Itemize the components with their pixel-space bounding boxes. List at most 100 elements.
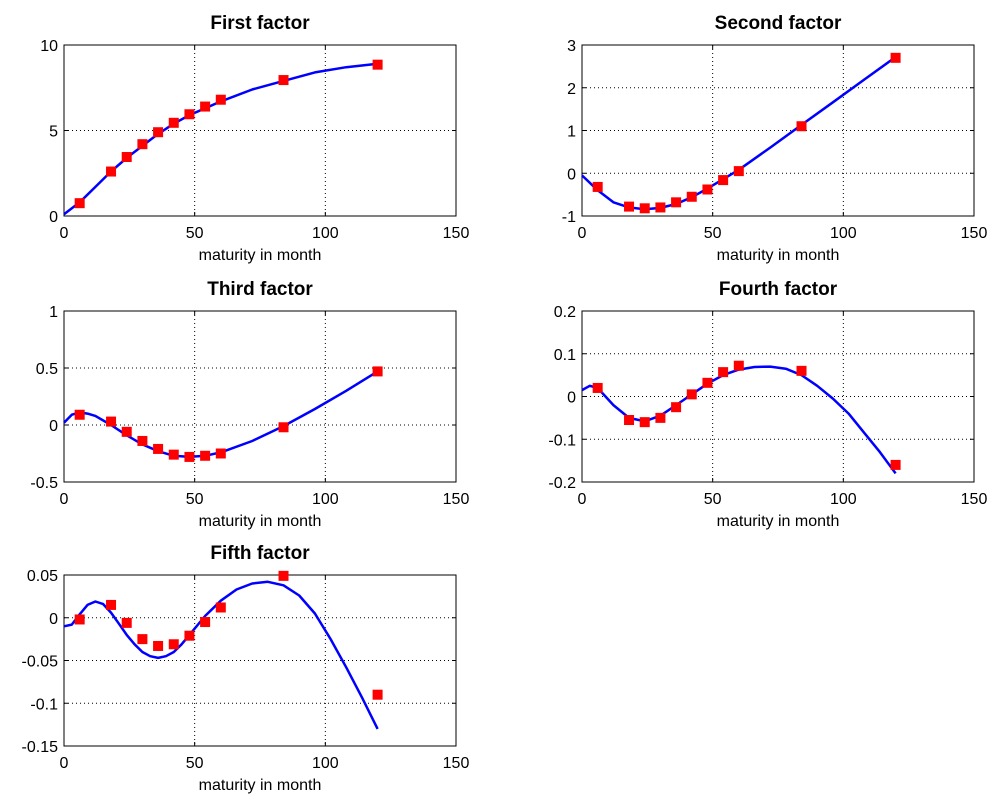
data-point — [153, 640, 164, 651]
chart-title: Fifth factor — [210, 543, 310, 564]
data-point — [74, 614, 85, 625]
y-tick-label: 0 — [49, 209, 58, 226]
y-tick-label: -0.1 — [30, 696, 58, 713]
subplot-1: 0 50 100 150 0 5 10 First factor maturity in mon… — [40, 13, 469, 264]
y-tick-label: 0.05 — [27, 568, 58, 585]
data-point — [184, 109, 195, 120]
data-point — [702, 184, 713, 195]
x-tick-label: 100 — [830, 225, 857, 242]
x-tick-label: 50 — [186, 225, 204, 242]
y-tick-label: -0.15 — [22, 739, 59, 756]
y-tick-label: 0 — [567, 390, 576, 407]
data-point — [686, 191, 697, 202]
x-axis-label: maturity in month — [717, 247, 840, 264]
fitted-curve — [63, 62, 378, 216]
y-tick-label: 0.1 — [554, 347, 576, 364]
data-point — [372, 689, 383, 700]
subplot-4: 0 50 100 150 -0.2 -0.1 0 0.1 0.2 Fourth factor mat… — [548, 279, 987, 530]
y-tick-label: 5 — [49, 124, 58, 141]
x-tick-label: 50 — [186, 755, 204, 772]
x-tick-label: 0 — [60, 225, 69, 242]
fitted-curve — [581, 55, 897, 211]
fitted-curve — [63, 580, 379, 730]
data-point — [890, 52, 901, 63]
data-point — [106, 166, 117, 177]
data-point — [592, 181, 603, 192]
data-point — [733, 360, 744, 371]
data-point — [137, 634, 148, 645]
data-point — [121, 617, 132, 628]
y-tick-label: 2 — [567, 81, 576, 98]
y-tick-label: 3 — [567, 38, 576, 55]
data-point — [121, 426, 132, 437]
y-tick-label: 0.5 — [36, 361, 58, 378]
chart-title: Second factor — [715, 13, 842, 34]
data-point — [733, 166, 744, 177]
x-tick-label: 150 — [443, 755, 470, 772]
data-point — [200, 101, 211, 112]
data-point — [278, 570, 289, 581]
data-point — [639, 203, 650, 214]
data-point — [372, 366, 383, 377]
y-tick-label: 0 — [49, 611, 58, 628]
y-tick-label: 0.2 — [554, 304, 576, 321]
data-point — [168, 639, 179, 650]
data-point — [215, 448, 226, 459]
x-tick-label: 0 — [578, 225, 587, 242]
data-point — [702, 377, 713, 388]
subplot-5: 0 50 100 150 -0.15 -0.1 -0.05 0 0.05 Fifth factor… — [22, 543, 470, 794]
y-tick-label: -0.1 — [548, 432, 576, 449]
data-point — [592, 382, 603, 393]
data-point — [718, 367, 729, 378]
y-tick-label: -0.2 — [548, 475, 576, 492]
x-tick-label: 50 — [704, 491, 722, 508]
data-point — [153, 443, 164, 454]
x-tick-label: 150 — [961, 491, 988, 508]
y-tick-label: -0.05 — [22, 654, 59, 671]
data-point — [184, 630, 195, 641]
x-tick-label: 150 — [443, 225, 470, 242]
x-tick-label: 150 — [961, 225, 988, 242]
y-tick-label: 1 — [567, 124, 576, 141]
data-point — [200, 450, 211, 461]
y-tick-label: -1 — [562, 209, 576, 226]
data-point — [215, 94, 226, 105]
x-tick-label: 100 — [312, 225, 339, 242]
data-point — [686, 389, 697, 400]
data-point — [121, 152, 132, 163]
y-tick-label: -0.5 — [30, 475, 58, 492]
chart-title: Third factor — [207, 279, 313, 300]
x-axis-label: maturity in month — [199, 247, 322, 264]
data-point — [372, 59, 383, 70]
data-point — [796, 365, 807, 376]
data-point — [890, 459, 901, 470]
data-point — [106, 599, 117, 610]
x-tick-label: 50 — [704, 225, 722, 242]
data-point — [168, 449, 179, 460]
data-point — [168, 117, 179, 128]
x-tick-label: 100 — [830, 491, 857, 508]
data-point — [718, 175, 729, 186]
data-point — [655, 412, 666, 423]
y-tick-label: 0 — [567, 166, 576, 183]
data-point — [74, 198, 85, 209]
data-point — [137, 435, 148, 446]
x-tick-label: 0 — [60, 755, 69, 772]
y-tick-label: 10 — [40, 38, 58, 55]
data-point — [137, 139, 148, 150]
x-tick-label: 50 — [186, 491, 204, 508]
data-point — [671, 197, 682, 208]
data-point — [74, 409, 85, 420]
x-tick-label: 0 — [578, 491, 587, 508]
data-point — [796, 121, 807, 132]
y-tick-label: 0 — [49, 418, 58, 435]
chart-title: First factor — [210, 13, 310, 34]
x-tick-label: 150 — [443, 491, 470, 508]
data-point — [153, 127, 164, 138]
x-tick-label: 100 — [312, 491, 339, 508]
x-tick-label: 100 — [312, 755, 339, 772]
